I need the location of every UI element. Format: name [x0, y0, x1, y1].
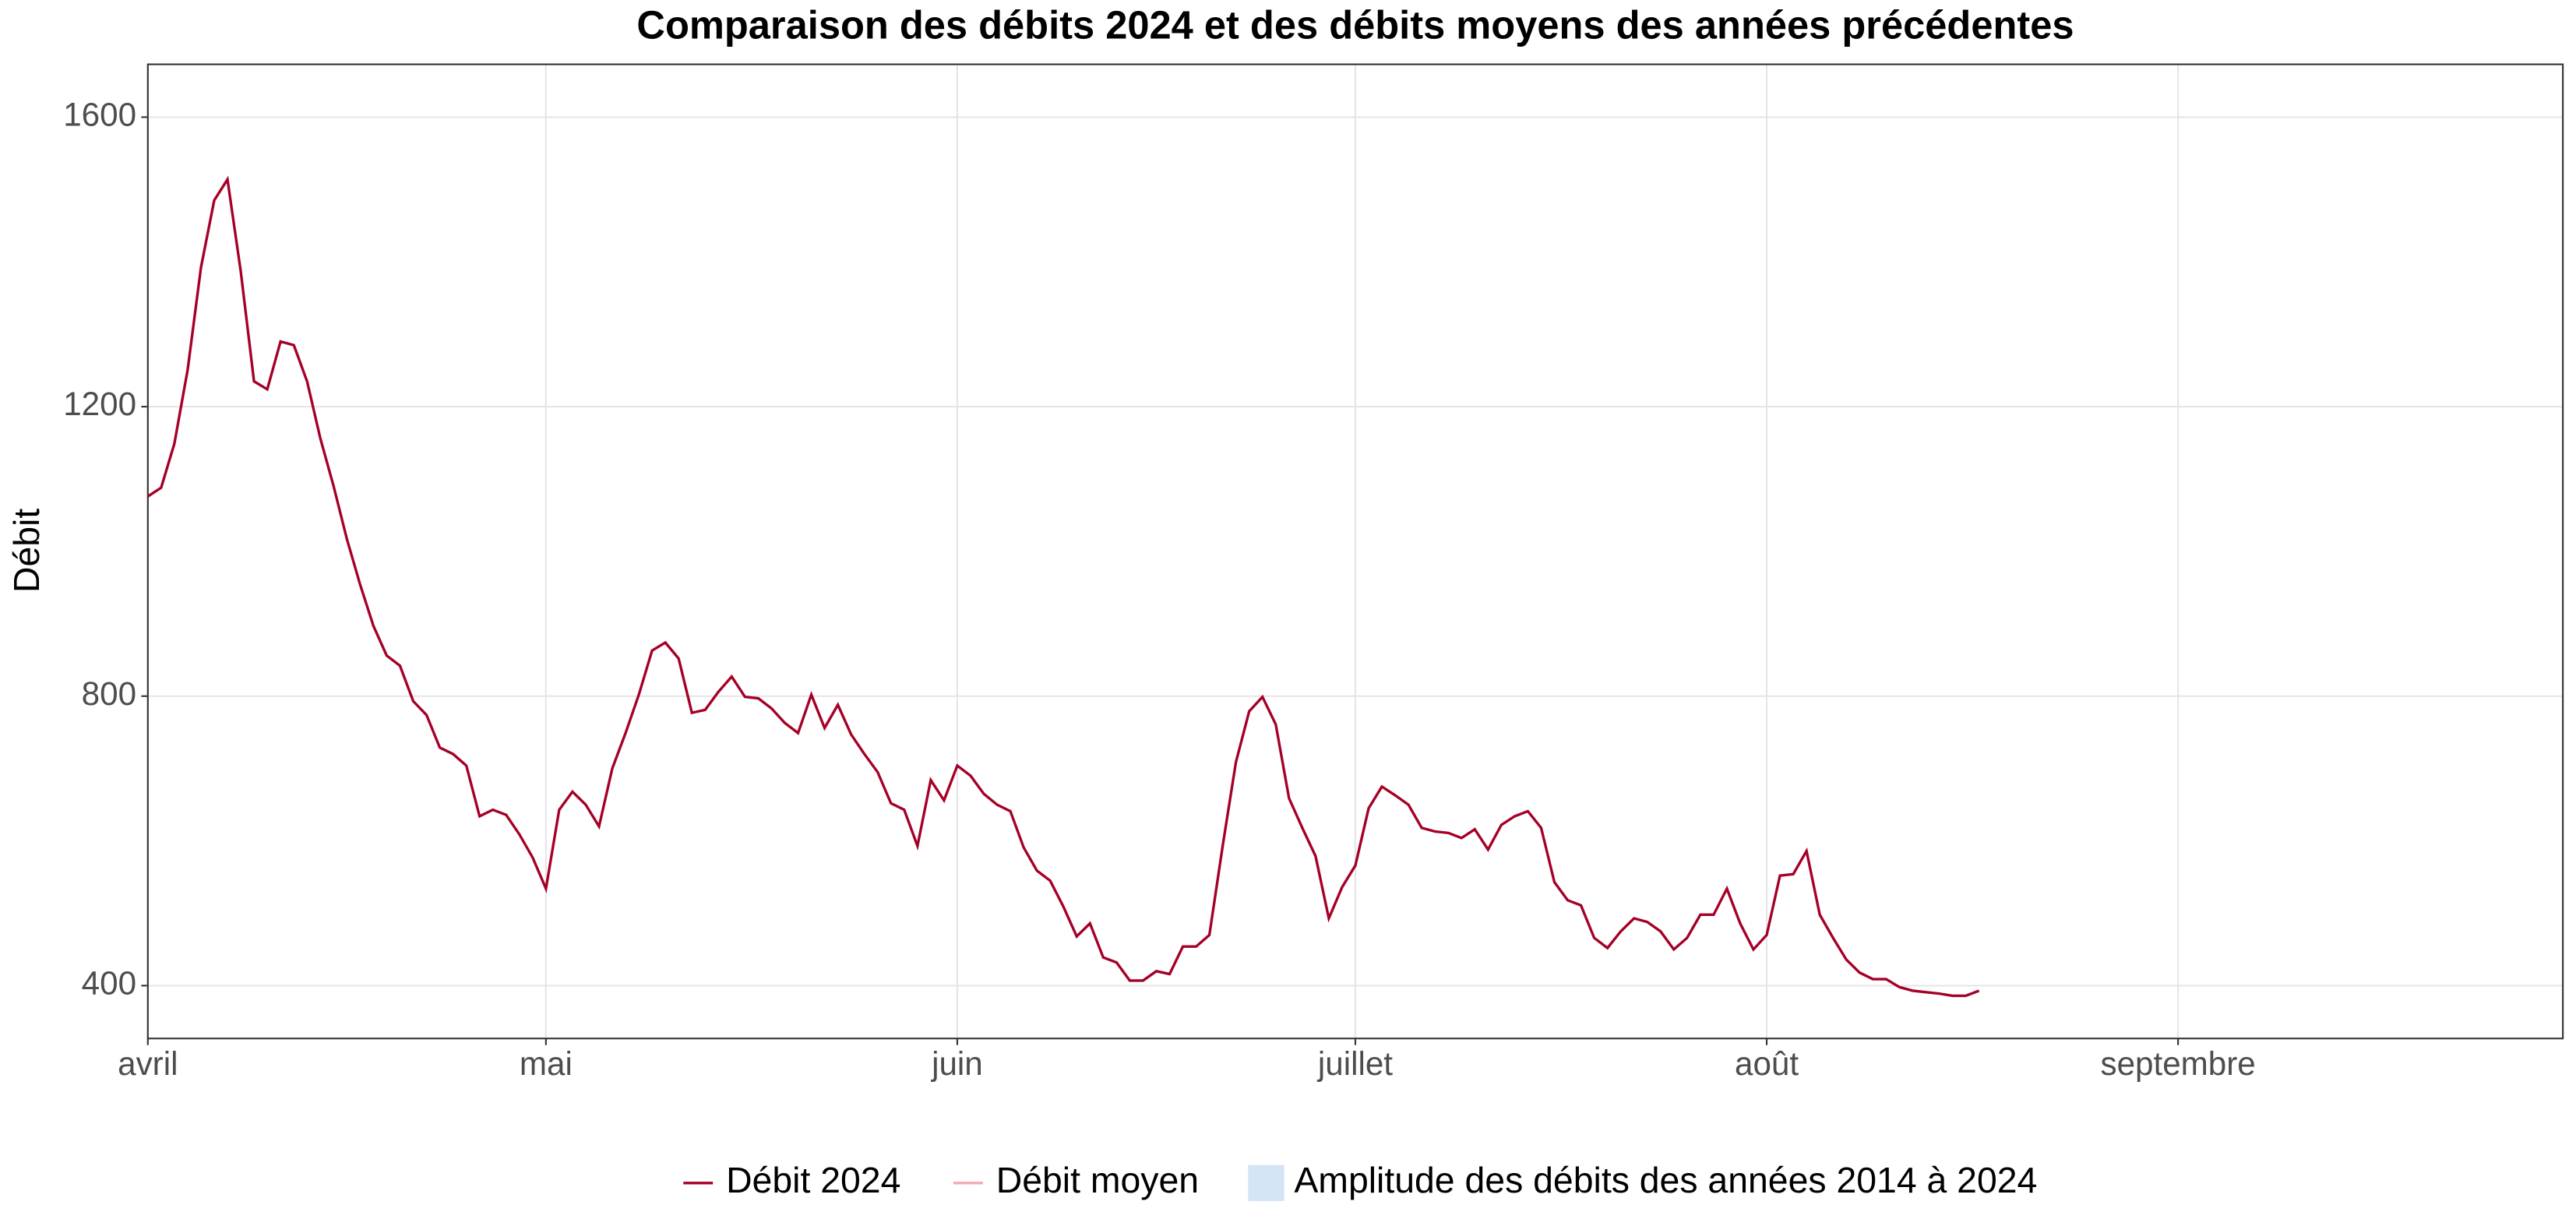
y-tick-label: 1600: [63, 97, 136, 133]
legend: Débit 2024 Débit moyen Amplitude des débit…: [683, 1160, 2037, 1202]
x-tick-label: juin: [930, 1045, 983, 1082]
y-tick-label: 800: [82, 675, 136, 712]
x-tick-label: juillet: [1316, 1045, 1393, 1082]
y-tick-label: 1200: [63, 386, 136, 422]
legend-label: Amplitude des débits des années 2014 à 2…: [1294, 1160, 2037, 1200]
x-tick-label: septembre: [2100, 1045, 2255, 1082]
plot-border: [146, 63, 2564, 1040]
chart-title: Comparaison des débits 2024 et des débit…: [636, 3, 2074, 48]
x-tick-label: août: [1735, 1045, 1799, 1082]
data-line: [146, 175, 1980, 998]
y-axis-label: Débit: [6, 509, 47, 593]
x-tick-label: avril: [118, 1045, 178, 1082]
legend-label: Débit moyen: [996, 1160, 1199, 1200]
x-tick-label: mai: [520, 1045, 573, 1082]
legend-key: [1248, 1164, 1284, 1202]
legend-label: Débit 2024: [726, 1160, 900, 1200]
y-tick-label: 400: [82, 965, 136, 1002]
